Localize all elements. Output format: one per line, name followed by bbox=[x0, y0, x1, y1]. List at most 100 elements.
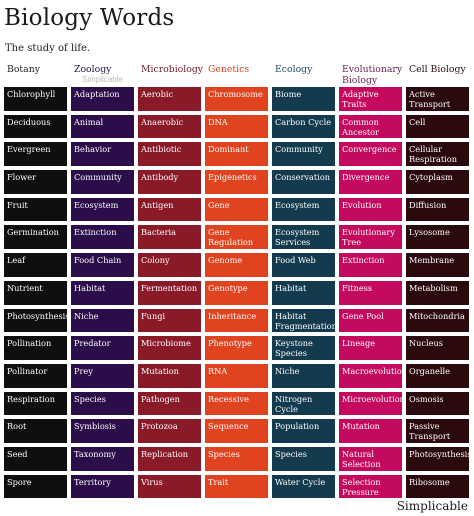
word-cell: Food Web bbox=[272, 253, 335, 277]
word-cell: Niche bbox=[272, 363, 335, 388]
word-cell: Ribosome bbox=[406, 474, 469, 499]
word-cell: Fungi bbox=[138, 308, 201, 333]
page-title: Biology Words bbox=[4, 5, 175, 31]
word-cell: Evolution bbox=[339, 197, 402, 222]
word-cell: Selection Pressure bbox=[339, 474, 402, 499]
word-cell: Pollinator bbox=[4, 363, 67, 388]
word-grid: Botany Chlorophyll Deciduous Evergreen Flowe… bbox=[4, 63, 470, 499]
word-cell: Territory bbox=[71, 474, 134, 499]
word-cell: Photosynthesis bbox=[4, 308, 67, 333]
word-cell: Behavior bbox=[71, 142, 134, 167]
word-cell: Population bbox=[272, 419, 335, 443]
word-cell: DNA bbox=[205, 114, 268, 139]
word-cell: Natural Selection bbox=[339, 446, 402, 471]
word-cell: Adaptation bbox=[71, 87, 134, 111]
word-cell: Microevolution bbox=[339, 391, 402, 416]
word-cell: Cell bbox=[406, 114, 469, 139]
word-cell: Nitrogen Cycle bbox=[272, 391, 335, 416]
word-cell: Species bbox=[71, 391, 134, 416]
word-cell: Seed bbox=[4, 446, 67, 471]
word-cell: Habitat bbox=[71, 280, 134, 305]
watermark: Simplicable bbox=[82, 75, 123, 84]
brand-logo-text: Simplicable bbox=[396, 499, 468, 513]
word-cell: Habitat Fragmentation bbox=[272, 308, 335, 333]
word-cell: Conservation bbox=[272, 170, 335, 194]
word-cell: Replication bbox=[138, 446, 201, 471]
word-cell: Phenotype bbox=[205, 336, 268, 360]
word-cell: Antigen bbox=[138, 197, 201, 222]
word-cell: Evergreen bbox=[4, 142, 67, 167]
word-cell: Genome bbox=[205, 253, 268, 277]
word-cell: Cellular Respiration bbox=[406, 142, 469, 167]
word-cell: Pollination bbox=[4, 336, 67, 360]
word-cell: Cytoplasm bbox=[406, 170, 469, 194]
word-cell: Taxonomy bbox=[71, 446, 134, 471]
word-cell: Evolutionary Tree bbox=[339, 225, 402, 250]
word-cell: Flower bbox=[4, 170, 67, 194]
word-cell: Fermentation bbox=[138, 280, 201, 305]
column-cells: Adaptive Traits Common Ancestor Convergenc… bbox=[339, 87, 402, 499]
word-cell: Lysosome bbox=[406, 225, 469, 250]
word-cell: Niche bbox=[71, 308, 134, 333]
word-cell: Root bbox=[4, 419, 67, 443]
word-cell: Dominant bbox=[205, 142, 268, 167]
word-cell: Predator bbox=[71, 336, 134, 360]
word-cell: Passive Transport bbox=[406, 419, 469, 443]
word-cell: Water Cycle bbox=[272, 474, 335, 499]
word-cell: Symbiosis bbox=[71, 419, 134, 443]
word-cell: Germination bbox=[4, 225, 67, 250]
word-cell: Adaptive Traits bbox=[339, 87, 402, 111]
word-cell: Diffusion bbox=[406, 197, 469, 222]
word-cell: Spore bbox=[4, 474, 67, 499]
word-cell: Species bbox=[272, 446, 335, 471]
column-botany: Botany Chlorophyll Deciduous Evergreen Flowe… bbox=[4, 63, 67, 499]
word-cell: Organelle bbox=[406, 363, 469, 388]
word-cell: Species bbox=[205, 446, 268, 471]
word-cell: Microbiome bbox=[138, 336, 201, 360]
column-cells: Biome Carbon Cycle Community Conservation Ec… bbox=[272, 87, 335, 499]
word-cell: Anaerobic bbox=[138, 114, 201, 139]
column-genetics: Genetics Chromosome DNA Dominant Epigenetics… bbox=[205, 63, 268, 499]
column-header: Microbiology bbox=[141, 64, 204, 75]
column-header: Genetics bbox=[208, 64, 250, 75]
word-cell: Lineage bbox=[339, 336, 402, 360]
word-cell: Recessive bbox=[205, 391, 268, 416]
word-cell: Antibody bbox=[138, 170, 201, 194]
word-cell: Pathogen bbox=[138, 391, 201, 416]
word-cell: Convergence bbox=[339, 142, 402, 167]
word-cell: Deciduous bbox=[4, 114, 67, 139]
column-cell-biology: Cell Biology Active Transport Cell Cellular… bbox=[406, 63, 469, 499]
word-cell: Gene Regulation bbox=[205, 225, 268, 250]
word-cell: RNA bbox=[205, 363, 268, 388]
word-cell: Fitness bbox=[339, 280, 402, 305]
word-cell: Metabolism bbox=[406, 280, 469, 305]
word-cell: Nucleus bbox=[406, 336, 469, 360]
word-cell: Inheritance bbox=[205, 308, 268, 333]
word-cell: Biome bbox=[272, 87, 335, 111]
column-header: Evolutionary Biology bbox=[342, 64, 403, 86]
word-cell: Mutation bbox=[339, 419, 402, 443]
word-cell: Bacteria bbox=[138, 225, 201, 250]
word-cell: Aerobic bbox=[138, 87, 201, 111]
word-cell: Respiration bbox=[4, 391, 67, 416]
word-cell: Community bbox=[71, 170, 134, 194]
column-cells: Chlorophyll Deciduous Evergreen Flower Fruit… bbox=[4, 87, 67, 499]
word-cell: Mutation bbox=[138, 363, 201, 388]
word-cell: Epigenetics bbox=[205, 170, 268, 194]
word-cell: Active Transport bbox=[406, 87, 469, 111]
word-cell: Animal bbox=[71, 114, 134, 139]
column-cells: Aerobic Anaerobic Antibiotic Antibody Antige… bbox=[138, 87, 201, 499]
word-cell: Macroevolution bbox=[339, 363, 402, 388]
word-cell: Ecosystem Services bbox=[272, 225, 335, 250]
column-header: Zoology bbox=[74, 64, 112, 75]
word-cell: Extinction bbox=[339, 253, 402, 277]
word-cell: Osmosis bbox=[406, 391, 469, 416]
column-cells: Active Transport Cell Cellular Respiration… bbox=[406, 87, 469, 499]
word-cell: Carbon Cycle bbox=[272, 114, 335, 139]
word-cell: Leaf bbox=[4, 253, 67, 277]
word-cell: Divergence bbox=[339, 170, 402, 194]
word-cell: Mitochondria bbox=[406, 308, 469, 333]
word-cell: Ecosystem bbox=[71, 197, 134, 222]
word-cell: Chlorophyll bbox=[4, 87, 67, 111]
column-header: Cell Biology bbox=[409, 64, 466, 75]
